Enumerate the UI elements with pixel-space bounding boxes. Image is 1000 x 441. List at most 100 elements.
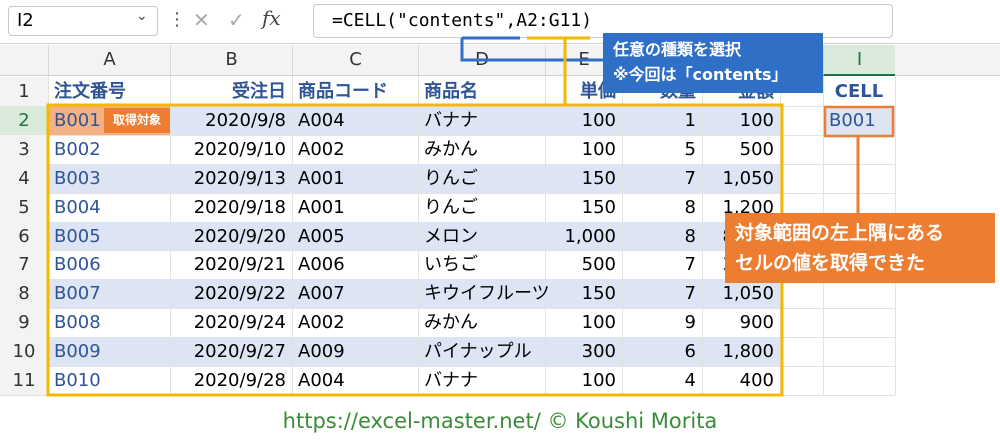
table-cell: B002	[54, 138, 101, 160]
table-cell: 2020/9/20	[193, 225, 286, 247]
cancel-icon[interactable]: ✕	[193, 8, 210, 32]
fx-icon[interactable]: fx	[262, 6, 281, 30]
table-cell: 6	[684, 341, 696, 363]
result-cell: B001	[823, 105, 895, 135]
enter-icon[interactable]: ✓	[228, 8, 245, 32]
row-number: 10	[0, 337, 48, 367]
row-line	[0, 250, 895, 252]
table-cell: 2020/9/8	[205, 109, 286, 131]
table-cell: 100	[581, 312, 616, 334]
table-cell: 2020/9/28	[193, 370, 286, 391]
table-cell: 4	[684, 370, 696, 391]
table-cell: キウイフルーツ	[424, 283, 550, 305]
table-cell: B009	[54, 341, 101, 363]
table-cell: B004	[54, 196, 101, 218]
table-cell: B008	[54, 312, 101, 334]
row-line	[0, 192, 895, 194]
callout-text: ※今回は「contents」	[613, 65, 788, 84]
table-cell: バナナ	[424, 370, 478, 391]
row-number: 6	[0, 221, 48, 251]
result-header: CELL	[834, 81, 884, 102]
table-header: 受注日	[232, 81, 286, 102]
table-cell: 100	[581, 109, 616, 131]
callout-text: 対象範囲の左上隅にある	[735, 222, 945, 244]
row-number: 8	[0, 279, 48, 309]
table-cell: 400	[739, 370, 774, 391]
col-line	[622, 76, 623, 395]
callout-text: 任意の種類を選択	[613, 40, 742, 59]
table-cell: A002	[298, 312, 345, 334]
row-line	[0, 134, 895, 136]
column-header: B	[170, 45, 292, 76]
row-number: 5	[0, 192, 48, 222]
table-cell: 1,800	[722, 341, 774, 363]
target-label: 取得対象	[104, 107, 170, 133]
table-cell: バナナ	[424, 109, 478, 131]
table-cell: 150	[581, 283, 616, 305]
row-number: 11	[0, 366, 48, 395]
table-cell: 2020/9/18	[193, 196, 286, 218]
table-cell: 1,050	[722, 167, 774, 189]
table-cell: B010	[54, 370, 101, 391]
table-cell: いちご	[424, 254, 478, 276]
row-number: 3	[0, 134, 48, 164]
footer: https://excel-master.net/ © Koushi Morit…	[282, 409, 718, 433]
table-cell: A001	[298, 167, 345, 189]
table-cell: 9	[684, 312, 696, 334]
table-cell: 8	[684, 196, 696, 218]
table-header: 商品コード	[298, 81, 388, 102]
table-cell: 2020/9/24	[193, 312, 286, 334]
table-cell: A005	[298, 225, 345, 247]
table-cell: りんご	[424, 196, 478, 218]
col-line	[418, 76, 419, 395]
table-cell: B007	[54, 283, 101, 305]
table-cell: パイナップル	[424, 341, 532, 363]
table-cell: 100	[739, 109, 774, 131]
table-header: 商品名	[424, 81, 478, 102]
row-number: 7	[0, 250, 48, 280]
table-cell: 5	[684, 138, 696, 160]
col-line	[292, 76, 293, 395]
table-cell: B006	[54, 254, 101, 276]
callout-result: 対象範囲の左上隅にある セルの値を取得できた	[725, 213, 995, 283]
table-cell: 2020/9/27	[193, 341, 286, 363]
table-cell: 1,050	[722, 283, 774, 305]
table-cell: A006	[298, 254, 345, 276]
table-cell: 500	[581, 254, 616, 276]
table-cell: 7	[684, 167, 696, 189]
table-cell: 2020/9/10	[193, 138, 286, 160]
table-cell: 150	[581, 167, 616, 189]
table-cell: 900	[739, 312, 774, 334]
table-cell: B005	[54, 225, 101, 247]
row-number: 9	[0, 308, 48, 338]
row-number: 2	[0, 105, 48, 135]
table-header: 注文番号	[54, 81, 126, 102]
column-header: A	[48, 45, 170, 76]
table-cell: B003	[54, 167, 101, 189]
table-cell: 100	[581, 370, 616, 391]
dropdown-icon[interactable]: ⌄	[136, 8, 148, 24]
table-cell: 2020/9/22	[193, 283, 286, 305]
result-highlight	[823, 105, 895, 138]
table-cell: みかん	[424, 312, 478, 334]
table-cell: A002	[298, 138, 345, 160]
table-cell: 2020/9/21	[193, 254, 286, 276]
table-cell: A004	[298, 370, 345, 391]
table-cell: みかん	[424, 138, 478, 160]
table-cell: 500	[739, 138, 774, 160]
row-line	[0, 366, 895, 367]
table-cell: りんご	[424, 167, 478, 189]
table-cell: A007	[298, 283, 345, 305]
table-cell: 150	[581, 196, 616, 218]
table-cell: 1,000	[564, 225, 616, 247]
column-header: C	[292, 45, 418, 76]
callout-text: セルの値を取得できた	[735, 252, 926, 274]
menu-icon[interactable]: ⋮	[168, 9, 186, 30]
table-cell: A004	[298, 109, 345, 131]
col-line	[702, 76, 703, 395]
name-box[interactable]: I2	[8, 6, 158, 36]
col-line	[170, 76, 171, 395]
table-cell: メロン	[424, 225, 478, 247]
